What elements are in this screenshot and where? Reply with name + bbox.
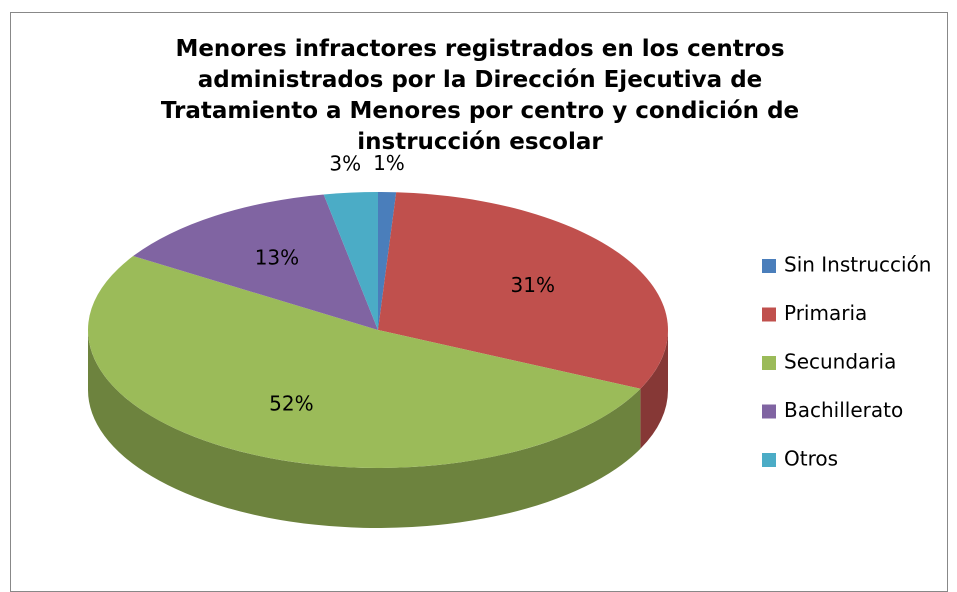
pie-slice (133, 194, 378, 330)
legend-label: Secundaria (784, 350, 896, 374)
pie-slice (88, 256, 641, 468)
legend-swatch (762, 453, 776, 467)
legend-swatch (762, 404, 776, 419)
legend-label: Bachillerato (784, 398, 903, 422)
legend-label: Sin Instrucción (784, 253, 931, 277)
data-label: 13% (255, 246, 299, 270)
pie-slice-side (640, 330, 668, 449)
data-label: 3% (329, 152, 361, 176)
legend-swatch (762, 307, 776, 322)
pie-slice (378, 192, 397, 330)
pie-slice (323, 192, 378, 330)
legend-swatch (762, 356, 776, 370)
pie-slice-side (87, 330, 641, 528)
legend-label: Otros (784, 447, 838, 471)
legend-swatch (762, 259, 776, 273)
chart-title: Menores infractores registrados en los c… (160, 36, 800, 155)
data-label: 52% (269, 391, 313, 415)
data-label: 31% (511, 273, 555, 297)
pie-slice (378, 192, 668, 389)
data-label: 1% (373, 151, 405, 175)
legend-label: Primaria (784, 301, 867, 325)
